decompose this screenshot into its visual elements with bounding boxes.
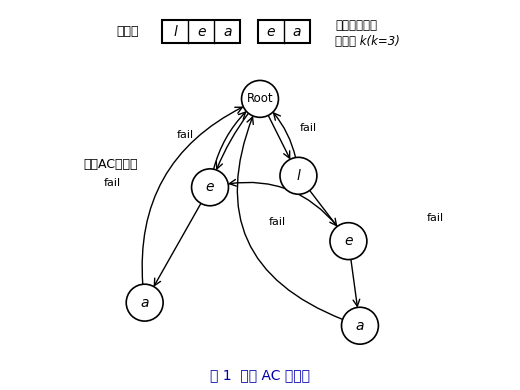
Text: fail: fail xyxy=(426,213,444,223)
Text: e: e xyxy=(197,25,205,39)
Text: e: e xyxy=(206,180,214,194)
Circle shape xyxy=(342,307,379,344)
FancyBboxPatch shape xyxy=(258,20,310,43)
FancyBboxPatch shape xyxy=(162,20,240,43)
Text: a: a xyxy=(140,296,149,310)
Text: e: e xyxy=(267,25,275,39)
Text: a: a xyxy=(293,25,301,39)
Text: l: l xyxy=(296,169,301,183)
Text: Root: Root xyxy=(246,92,274,105)
Text: 模式串: 模式串 xyxy=(116,25,139,38)
Text: fail: fail xyxy=(269,217,286,227)
Text: 长度为 k(k=3): 长度为 k(k=3) xyxy=(335,35,400,48)
Circle shape xyxy=(242,80,278,117)
Text: fail: fail xyxy=(103,179,121,188)
Text: a: a xyxy=(223,25,231,39)
Text: e: e xyxy=(344,234,353,248)
Text: fail: fail xyxy=(176,130,193,140)
Circle shape xyxy=(280,157,317,194)
Text: 构建AC自动机: 构建AC自动机 xyxy=(83,158,138,171)
Text: fail: fail xyxy=(300,123,317,133)
Text: a: a xyxy=(356,319,364,333)
Text: 图 1  构建 AC 自动机: 图 1 构建 AC 自动机 xyxy=(210,368,310,382)
Text: l: l xyxy=(173,25,177,39)
Circle shape xyxy=(191,169,228,206)
Circle shape xyxy=(126,284,163,321)
Text: 模式串的最大: 模式串的最大 xyxy=(335,20,377,32)
Circle shape xyxy=(330,223,367,260)
